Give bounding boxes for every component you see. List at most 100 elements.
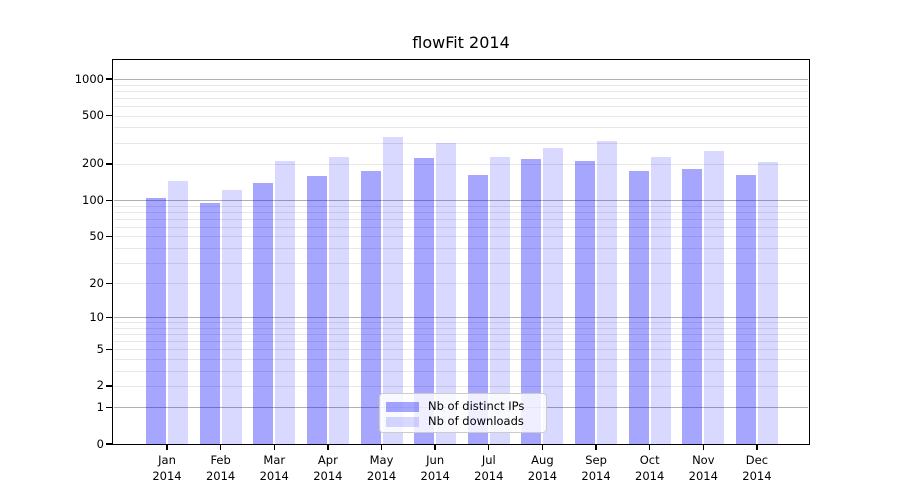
minor-gridline [114,163,808,165]
chart-title: flowFit 2014 [412,33,510,52]
legend-row-distinct-ips: Nb of distinct IPs [386,399,538,414]
bar-distinct-ips-oct [628,170,649,444]
y-tick-mark [106,385,112,387]
bar-downloads-jul [489,157,510,444]
legend-swatch-downloads [386,416,419,427]
y-tick-label: 0 [96,436,104,451]
legend: Nb of distinct IPs Nb of downloads [379,393,547,433]
y-tick-mark [106,163,112,165]
x-tick-mark [327,444,329,450]
x-tick-mark [595,444,597,450]
minor-gridline [114,327,808,329]
y-tick-mark [106,235,112,238]
bar-distinct-ips-nov [682,168,703,444]
legend-row-downloads: Nb of downloads [386,414,538,429]
y-tick-label: 2 [96,378,104,393]
bar-distinct-ips-jul [467,174,488,444]
y-tick-mark [106,199,112,201]
bar-distinct-ips-feb [199,202,220,444]
x-tick-label-oct: Oct 2014 [635,453,665,483]
bar-downloads-jan [168,180,188,444]
bar-downloads-jun [436,142,457,444]
minor-gridline [114,247,808,249]
x-tick-label-mar: Mar 2014 [259,453,289,483]
y-tick-label: 100 [82,192,104,207]
bar-downloads-apr [328,157,349,444]
minor-gridline [114,359,808,360]
bar-downloads-sep [597,140,618,444]
legend-swatch-distinct-ips [386,401,419,412]
y-tick-mark [106,316,112,319]
y-tick-mark [106,282,112,284]
y-tick-label: 10 [89,309,104,324]
major-gridline [114,79,808,81]
x-tick-label-nov: Nov 2014 [688,453,718,483]
bar-distinct-ips-sep [575,161,596,444]
minor-gridline [114,127,808,129]
minor-gridline [114,218,808,220]
y-tick-label: 500 [82,108,104,123]
x-tick-label-aug: Aug 2014 [527,453,558,483]
minor-gridline [114,90,808,92]
bar-distinct-ips-apr [306,175,327,444]
bar-distinct-ips-aug [521,158,542,444]
bar-downloads-nov [704,150,725,444]
minor-gridline [114,106,808,108]
minor-gridline [114,341,808,343]
minor-gridline [114,97,808,99]
y-tick-label: 20 [89,275,104,290]
x-tick-mark [488,444,490,450]
bar-distinct-ips-dec [735,174,756,444]
y-tick-mark [106,348,112,351]
bar-distinct-ips-jun [414,158,435,444]
bar-downloads-mar [275,161,296,444]
minor-gridline [114,211,808,213]
minor-gridline [114,322,808,324]
y-tick-mark [106,406,112,409]
legend-label-downloads: Nb of downloads [428,414,524,428]
minor-gridline [114,205,808,207]
minor-gridline [114,283,808,285]
major-gridline [114,317,808,319]
major-gridline [114,200,808,202]
x-tick-label-dec: Dec 2014 [742,453,772,483]
y-tick-mark [106,443,112,445]
y-tick-label: 1 [96,399,104,414]
x-tick-mark [702,444,704,450]
y-tick-label: 1000 [74,71,104,86]
x-tick-mark [756,444,758,450]
x-tick-label-jan: Jan 2014 [152,453,182,483]
minor-gridline [114,370,808,372]
minor-gridline [114,385,808,387]
x-tick-label-may: May 2014 [366,453,397,483]
y-tick-mark [106,114,112,117]
legend-label-distinct-ips: Nb of distinct IPs [428,399,525,413]
x-tick-mark [166,444,168,450]
x-tick-mark [541,444,544,450]
minor-gridline [114,334,808,336]
x-tick-mark [380,444,383,450]
x-tick-mark [219,444,222,450]
y-tick-label: 5 [96,341,104,356]
x-tick-mark [434,444,436,450]
bar-distinct-ips-jan [146,197,166,444]
minor-gridline [114,226,808,228]
bar-downloads-dec [757,162,778,444]
minor-gridline [114,115,808,117]
bar-downloads-feb [221,189,242,444]
y-tick-label: 50 [89,228,104,243]
bar-distinct-ips-may [360,170,381,444]
minor-gridline [114,262,808,264]
bar-downloads-may [382,136,403,444]
bar-downloads-aug [543,147,564,444]
x-tick-mark [648,444,651,450]
y-tick-mark [106,78,112,80]
x-tick-label-jun: Jun 2014 [420,453,450,483]
bar-downloads-oct [650,157,671,444]
y-tick-label: 200 [82,156,104,171]
minor-gridline [114,236,808,238]
minor-gridline [114,84,808,86]
x-tick-label-apr: Apr 2014 [313,453,343,483]
x-tick-label-jul: Jul 2014 [474,453,504,483]
